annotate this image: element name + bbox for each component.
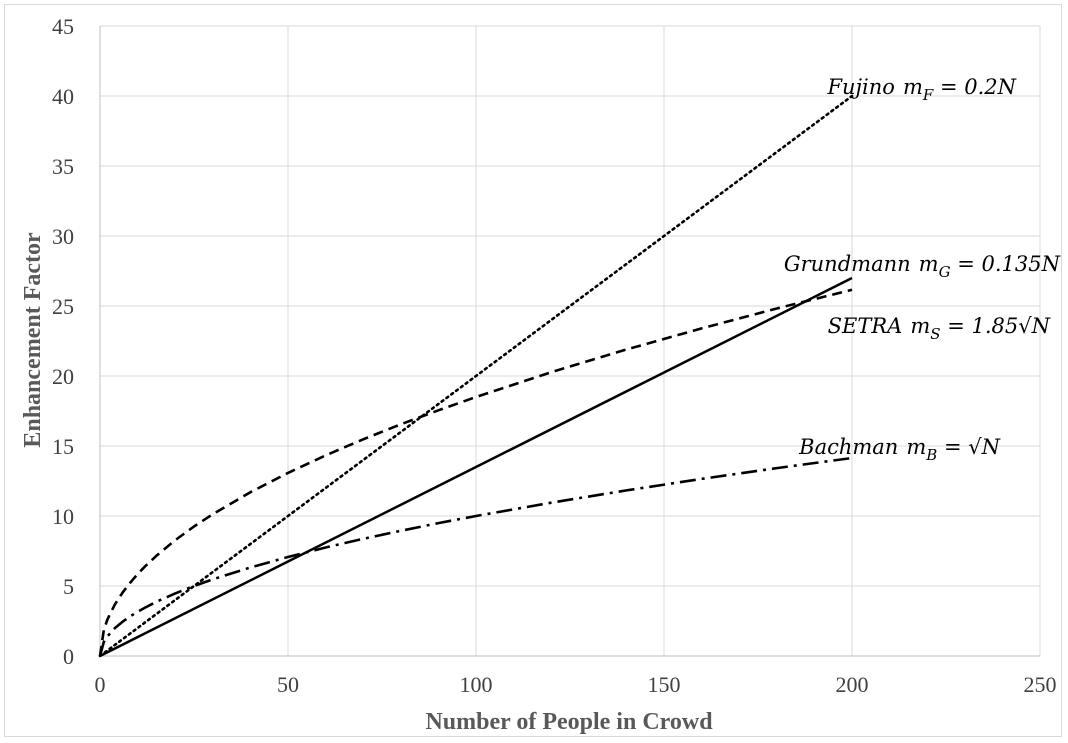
y-tick-label: 10 xyxy=(52,504,74,529)
series-labels: Fujino mF = 0.2N Grundmann mG = 0.135N SETRA… xyxy=(784,75,1061,464)
y-tick-label: 35 xyxy=(52,154,74,179)
series-label-formula: mG = 0.135N xyxy=(919,252,1061,281)
y-tick-label: 0 xyxy=(63,644,74,669)
y-tick-label: 25 xyxy=(52,294,74,319)
series-line-grundmann xyxy=(99,276,853,658)
y-tick-label: 30 xyxy=(52,224,74,249)
series-line-bachman xyxy=(98,456,853,657)
series-lines xyxy=(98,94,854,658)
x-tick-label: 250 xyxy=(1024,672,1057,697)
series-label-name: Grundmann xyxy=(784,252,911,276)
series-label-setra: SETRA mS = 1.85√N xyxy=(828,314,1051,343)
series-label-fujino: Fujino mF = 0.2N xyxy=(826,75,1016,104)
x-axis-title: Number of People in Crowd xyxy=(425,709,713,735)
x-tick-labels: 0 50 100 150 200 250 xyxy=(95,672,1057,697)
x-tick-label: 0 xyxy=(95,672,106,697)
series-line-fujino xyxy=(98,94,854,658)
x-tick-label: 100 xyxy=(460,672,493,697)
series-label-name: Fujino xyxy=(826,75,895,99)
y-axis-title: Enhancement Factor xyxy=(20,232,46,448)
axes xyxy=(99,26,1040,657)
gridlines xyxy=(100,25,1041,656)
x-tick-label: 200 xyxy=(836,672,869,697)
series-label-formula: mF = 0.2N xyxy=(903,75,1017,104)
series-label-name: SETRA xyxy=(828,314,903,338)
series-label-bachman: Bachman mB = √N xyxy=(798,435,1000,464)
series-label-grundmann: Grundmann mG = 0.135N xyxy=(784,252,1061,281)
x-tick-label: 150 xyxy=(648,672,681,697)
y-tick-label: 20 xyxy=(52,364,74,389)
series-label-formula: mS = 1.85√N xyxy=(910,314,1050,343)
series-label-formula: mB = √N xyxy=(906,435,1000,464)
series-label-name: Bachman xyxy=(798,435,898,459)
y-tick-label: 45 xyxy=(52,14,74,39)
y-tick-label: 5 xyxy=(63,574,74,599)
series-line-setra xyxy=(98,288,853,657)
y-tick-labels: 0 5 10 15 20 25 30 35 40 45 xyxy=(52,14,74,669)
x-tick-label: 50 xyxy=(277,672,299,697)
y-tick-label: 40 xyxy=(52,84,74,109)
y-tick-label: 15 xyxy=(52,434,74,459)
